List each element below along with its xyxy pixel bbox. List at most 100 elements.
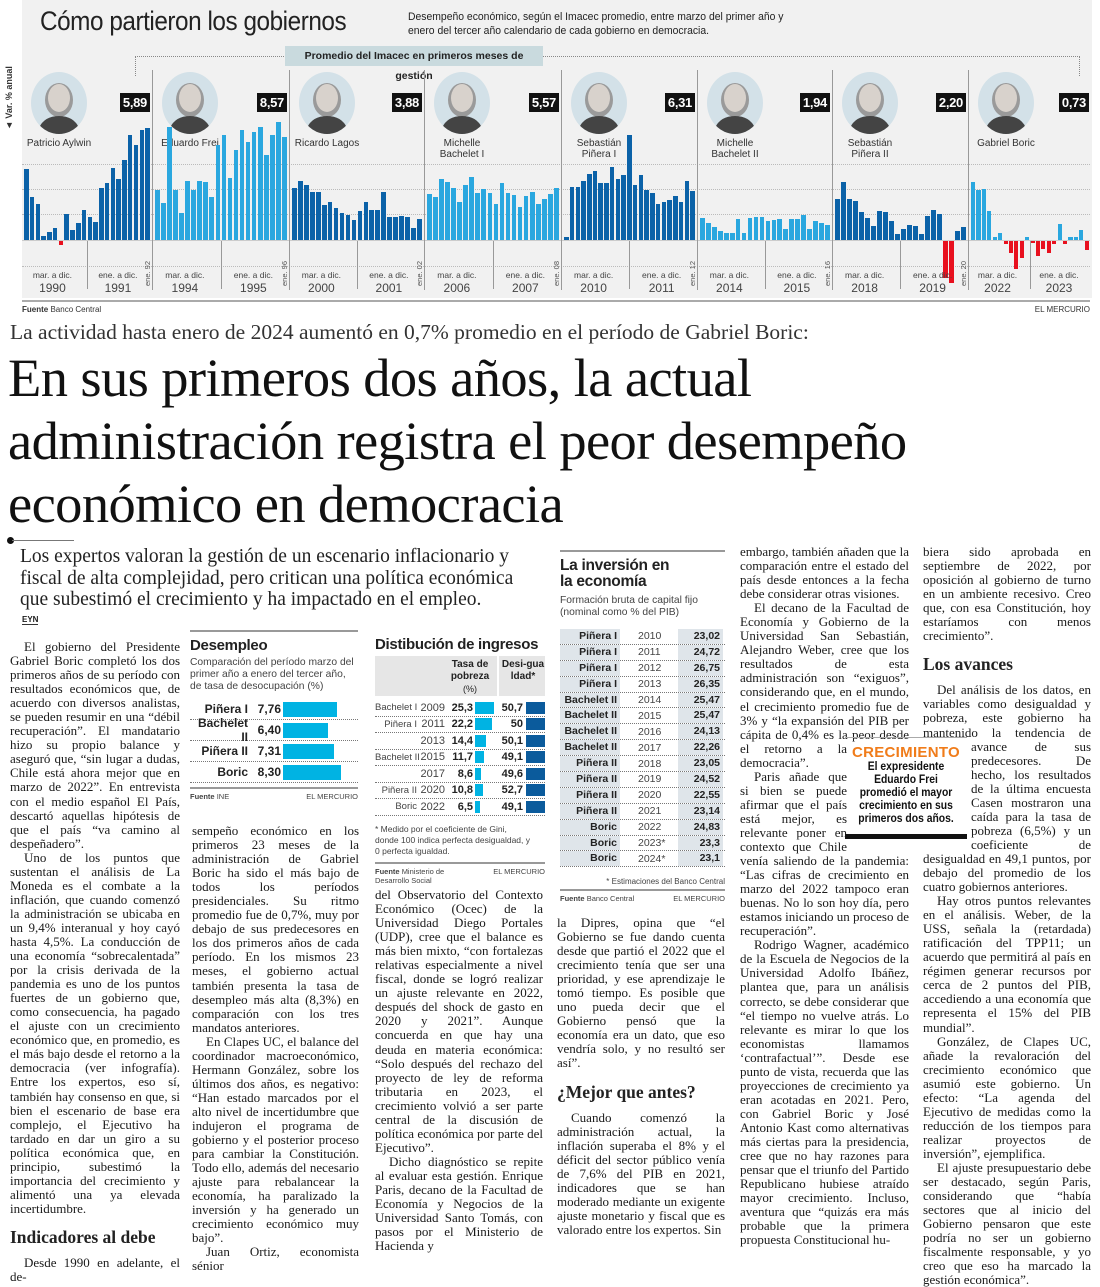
period-label: ene. a dic. <box>233 270 273 280</box>
imacec-bar <box>417 219 422 240</box>
imacec-bar <box>451 188 456 240</box>
article-column-1: El gobierno del Presidente Gabriel Boric… <box>10 639 180 1284</box>
paragraph: sempeño económico en los primeros 23 mes… <box>192 823 359 1035</box>
year-label: ene. a dic. 2001 <box>359 270 419 295</box>
period-tick <box>1029 241 1031 289</box>
row-name: Bachelet II <box>560 740 620 756</box>
imacec-bar <box>913 226 918 240</box>
row-year: 2017 <box>420 767 445 780</box>
row-name: Bachelet II <box>197 716 248 744</box>
imacec-bar <box>883 212 888 240</box>
paragraph: González, de Clapes UC, añade la revalor… <box>923 1033 1091 1161</box>
graphic-subtitle: Formación bruta de capital fijo (nominal… <box>560 595 698 618</box>
imacec-bar <box>1014 241 1019 269</box>
distribution-row: Piñera I 2011 22,2 50 <box>375 717 545 733</box>
imacec-bar <box>644 190 649 240</box>
period-label: mar. a dic. <box>709 270 749 280</box>
col-pobreza-header: Tasa de pobreza <box>450 659 490 682</box>
imacec-bar <box>813 221 818 240</box>
row-poverty: 11,7 <box>452 751 473 764</box>
paragraph: del Observatorio del Contexto Económico … <box>375 887 543 1155</box>
imacec-bar <box>64 214 69 240</box>
row-name: Piñera I <box>384 718 417 730</box>
inequality-bar <box>526 751 545 764</box>
poverty-bar <box>475 767 482 780</box>
brand: EL MERCURIO <box>306 792 358 801</box>
year-label: ene. a dic. 1991 <box>88 270 148 295</box>
investment-row: Piñera II 2019 24,52 <box>560 772 725 788</box>
imacec-bar <box>1041 241 1046 249</box>
distribution-row: Bachelet II 2015 11,7 49,1 <box>375 750 545 766</box>
imacec-bar <box>463 185 469 240</box>
end-month-label: ene. 08 <box>552 260 561 286</box>
imacec-bar <box>789 219 795 240</box>
imacec-bar <box>638 175 644 240</box>
paragraph: Hay otros puntos relevantes en el anális… <box>923 893 1091 1035</box>
imacec-bar <box>678 202 684 240</box>
president-name: Ricardo Lagos <box>294 138 360 149</box>
year-label: ene. a dic. 2023 <box>1029 270 1089 295</box>
portrait-photo <box>707 72 763 134</box>
period-tick <box>356 241 358 289</box>
poverty-bar-track <box>475 800 497 813</box>
imacec-bar <box>1003 241 1008 244</box>
imacec-bar <box>604 183 609 240</box>
imacec-bar <box>481 189 487 240</box>
row-inequality: 49,1 <box>501 800 523 813</box>
imacec-bar <box>167 127 172 240</box>
imacec-bar <box>615 179 621 240</box>
row-year: 2020 <box>638 789 662 802</box>
imacec-bar <box>901 229 906 240</box>
imacec-bar <box>375 210 381 240</box>
imacec-bar <box>315 192 321 240</box>
imacec-bar <box>632 185 638 240</box>
period-label: ene. a dic. <box>913 270 953 280</box>
row-year: 2009 <box>420 701 445 714</box>
income-distribution-graphic: Distibución de ingresos Tasa de pobreza … <box>375 632 545 885</box>
imacec-bar <box>859 212 864 240</box>
imacec-bar <box>871 226 876 240</box>
imacec-bar <box>795 219 801 240</box>
imacec-bar <box>245 142 251 240</box>
imacec-bar <box>263 155 269 240</box>
paragraph: Uno de los puntos que sustentan el análi… <box>10 849 180 1216</box>
period-tick <box>764 241 766 289</box>
imacec-bar <box>52 228 58 240</box>
row-value: 25,47 <box>678 692 723 708</box>
imacec-bar <box>215 145 221 240</box>
imacec-bar <box>93 222 98 240</box>
chart-source: Fuente Banco Central <box>22 305 101 314</box>
imacec-bar <box>191 190 197 240</box>
year-value: 1991 <box>104 281 132 295</box>
chart-bottom-rule <box>22 300 1090 302</box>
poverty-bar <box>475 784 484 797</box>
imacec-bar <box>865 218 870 240</box>
article-column-2: sempeño económico en los primeros 23 mes… <box>192 823 359 1274</box>
paragraph: la Dipres, opina que “el Gobierno se fue… <box>557 915 725 1071</box>
paragraph: El ajuste presupuestario debe ser destac… <box>923 1159 1091 1287</box>
row-name: Bachelet II <box>560 692 620 708</box>
imacec-bar <box>717 231 723 240</box>
year-label: mar. a dic. 2000 <box>291 270 351 295</box>
imacec-bar <box>535 204 541 240</box>
period-label: ene. a dic. <box>505 270 545 280</box>
year-label: mar. a dic. 2014 <box>699 270 759 295</box>
imacec-bar <box>363 202 369 240</box>
imacec-bar <box>269 135 275 240</box>
row-value: 25,47 <box>678 708 723 724</box>
row-year: 2017 <box>638 741 662 754</box>
imacec-bar <box>690 191 695 240</box>
poverty-bar-track <box>475 784 497 797</box>
president-name: Patricio Aylwin <box>26 138 92 149</box>
imacec-bar <box>81 210 87 240</box>
row-year: 2021 <box>638 805 662 818</box>
year-value: 1990 <box>39 281 66 295</box>
imacec-bar <box>298 181 303 240</box>
end-month-label: ene. 16 <box>823 260 832 286</box>
row-year: 2015 <box>638 709 662 722</box>
chart-background <box>22 0 1092 298</box>
average-badge: 5,57 <box>528 93 559 112</box>
graphic-source: Fuente Banco Central EL MERCURIO <box>560 889 725 903</box>
investment-row: Boric 2024* 23,1 <box>560 851 725 868</box>
imacec-bar <box>333 208 339 240</box>
